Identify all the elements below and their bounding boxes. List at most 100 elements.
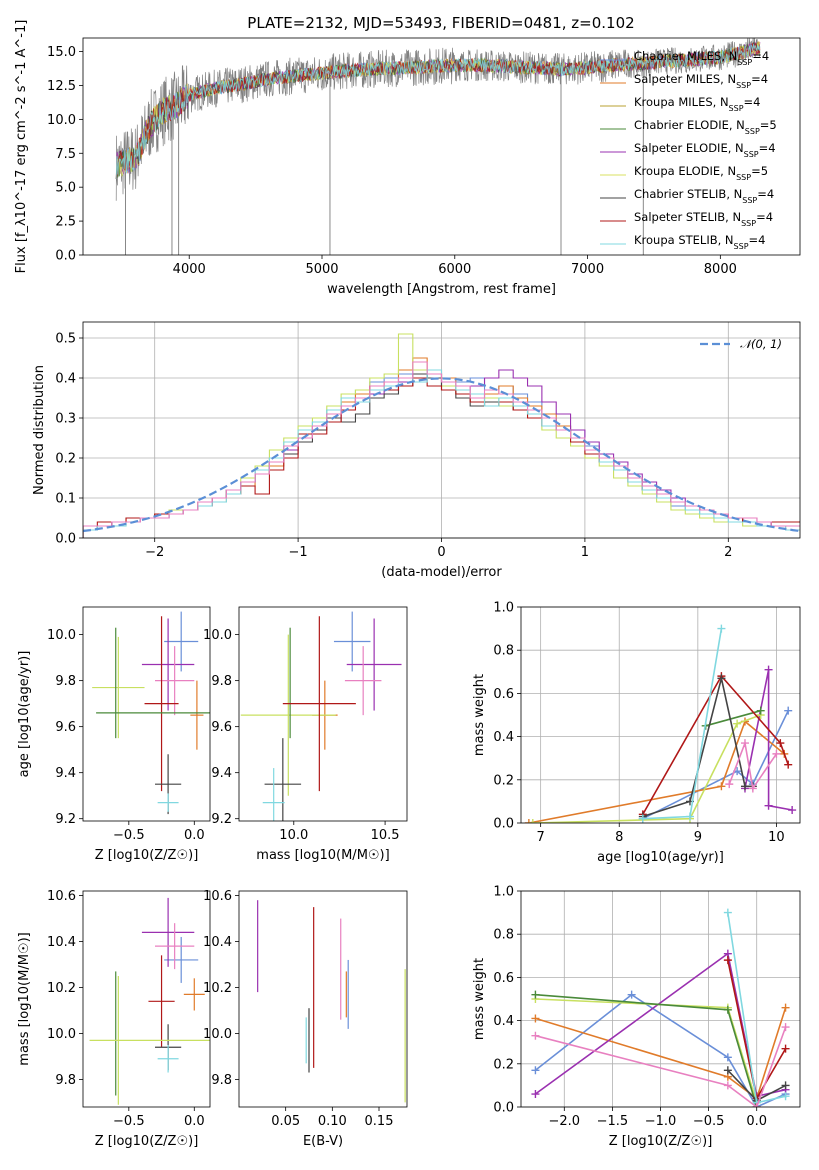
axes-frame — [520, 606, 801, 824]
panel-mass_vs_Z: −0.5 0.0 9.8 10.0 10.2 10.4 10.6 Z [log10(Z/Z☉)… — [17, 889, 211, 1149]
y-tick-label: 0.8 — [493, 644, 514, 659]
weight-series-line — [728, 740, 778, 791]
legend-label: Salpeter ELODIE, NSSP=4 — [634, 141, 776, 159]
panels: 4000 5000 6000 7000 80000.02.55.07.510.012.5… — [14, 20, 801, 1149]
weight-point-marker — [784, 760, 793, 769]
x-tick-label: −2.0 — [549, 1114, 581, 1129]
y-tick-label: 9.4 — [211, 766, 232, 781]
weight-series-line — [535, 998, 758, 1103]
x-tick-label: 7 — [537, 830, 545, 845]
y-tick-label: 2.5 — [55, 215, 76, 230]
panel-mass_vs_EBV: 0.05 0.10 0.15 9.8 10.0 10.2 10.4 10.6 E(B-V) — [203, 889, 408, 1149]
y-tick-label: 0.5 — [55, 332, 76, 347]
y-tick-label: 0.1 — [55, 492, 76, 507]
x-tick-label: 0.0 — [746, 1114, 767, 1129]
legend-label: Kroupa STELIB, NSSP=4 — [634, 233, 765, 251]
y-tick-label: 1.0 — [493, 885, 514, 900]
weight-point-marker — [764, 801, 773, 810]
axes-frame — [82, 321, 801, 539]
y-axis-label: mass weight — [472, 674, 487, 756]
y-tick-label: 0.2 — [55, 452, 76, 467]
weight-point-marker — [723, 1066, 732, 1075]
y-tick-label: 0.6 — [493, 971, 514, 986]
x-tick-label: −2 — [145, 545, 164, 560]
x-tick-label: 0.0 — [184, 828, 205, 843]
weight-point-marker — [772, 749, 781, 758]
y-tick-label: 10.2 — [47, 981, 76, 996]
x-tick-label: 9 — [694, 830, 702, 845]
y-tick-label: 0.3 — [55, 412, 76, 427]
weight-point-marker — [531, 1031, 540, 1040]
axes-frame — [238, 606, 408, 822]
weight-series-line — [535, 1007, 787, 1100]
x-tick-label: 0 — [437, 545, 445, 560]
axes-frame — [82, 37, 801, 256]
x-tick-label: 5000 — [305, 262, 338, 277]
plot-area — [92, 611, 210, 815]
axes-frame — [82, 890, 211, 1108]
weight-point-marker — [531, 1014, 540, 1023]
weight-point-marker — [723, 1053, 732, 1062]
weight-point-marker — [531, 990, 540, 999]
gaussian-curve — [83, 377, 800, 533]
weight-point-marker — [784, 706, 793, 715]
weight-point-marker — [685, 812, 694, 821]
x-tick-label: 8 — [615, 830, 623, 845]
y-tick-label: 15.0 — [47, 45, 76, 60]
weight-series-line — [642, 710, 789, 820]
y-tick-label: 0.8 — [493, 928, 514, 943]
x-axis-label: (data-model)/error — [381, 565, 502, 580]
x-axis-label: Z [log10(Z/Z☉)] — [95, 848, 199, 863]
axes-frame — [238, 890, 408, 1108]
y-tick-label: 10.0 — [47, 1027, 76, 1042]
weight-point-marker — [781, 1044, 790, 1053]
x-axis-label: age [log10(age/yr)] — [597, 850, 724, 865]
weight-point-marker — [752, 1103, 761, 1107]
y-tick-label: 0.4 — [55, 372, 76, 387]
x-axis-label: E(B-V) — [303, 1134, 343, 1149]
y-tick-label: 9.6 — [55, 720, 76, 735]
weight-point-marker — [723, 956, 732, 965]
weight-point-marker — [781, 1023, 790, 1032]
weight-point-marker — [756, 706, 765, 715]
weight-point-marker — [723, 1081, 732, 1090]
x-tick-label: 0.0 — [184, 1114, 205, 1129]
weight-series-line — [705, 709, 761, 727]
y-tick-label: 9.2 — [55, 812, 76, 827]
axes-frame — [82, 606, 211, 822]
plot-area — [257, 900, 406, 1103]
y-tick-label: 9.8 — [211, 674, 232, 689]
y-tick-label: 10.6 — [203, 889, 232, 904]
axes-frame — [520, 890, 801, 1108]
x-tick-label: 7000 — [571, 262, 604, 277]
y-tick-label: 9.4 — [55, 766, 76, 781]
x-tick-label: 10 — [768, 830, 785, 845]
y-tick-label: 0.4 — [493, 1014, 514, 1029]
weight-point-marker — [723, 1005, 732, 1014]
x-tick-label: 10.0 — [279, 828, 308, 843]
histogram-series — [83, 361, 800, 538]
y-tick-label: 0.0 — [493, 1101, 514, 1116]
y-tick-label: 10.0 — [203, 628, 232, 643]
weight-series-line — [744, 669, 793, 811]
y-axis-label: age [log10(age/yr)] — [17, 651, 32, 778]
x-axis-label: mass [log10(M/M☉)] — [256, 848, 389, 863]
weight-point-marker — [733, 719, 742, 728]
y-tick-label: 0.2 — [493, 1057, 514, 1072]
y-tick-label: 0.0 — [55, 249, 76, 264]
y-tick-label: 7.5 — [55, 147, 76, 162]
x-tick-label: −1.0 — [645, 1114, 677, 1129]
x-axis-label: Z [log10(Z/Z☉)] — [95, 1134, 199, 1149]
weight-point-marker — [776, 739, 785, 748]
plot-area — [83, 333, 800, 538]
legend-label: Chabrier MILES, NSSP=4 — [634, 49, 769, 67]
weight-point-marker — [717, 624, 726, 633]
x-tick-label: 0.05 — [271, 1114, 300, 1129]
y-tick-label: 0.0 — [493, 817, 514, 832]
weight-point-marker — [748, 784, 757, 793]
x-tick-label: 4000 — [173, 262, 206, 277]
weight-series-line — [535, 993, 758, 1107]
weight-series-line — [535, 1026, 787, 1107]
weight-point-marker — [531, 1066, 540, 1075]
x-tick-label: −0.5 — [113, 1114, 145, 1129]
